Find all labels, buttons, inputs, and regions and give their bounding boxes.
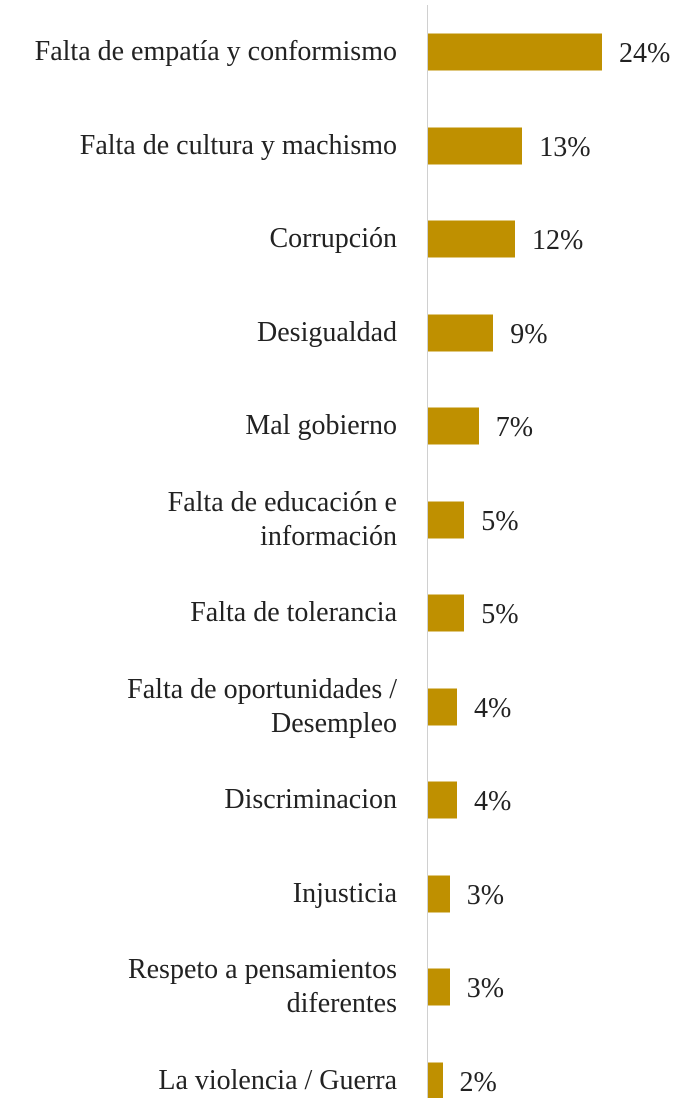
axis-line: [427, 5, 428, 1098]
category-label: Corrupción: [269, 223, 397, 254]
bar: [428, 220, 515, 258]
bar: [428, 33, 602, 71]
value-label: 3%: [466, 879, 505, 911]
category-label: Mal gobierno: [245, 410, 397, 441]
category-label: La violencia / Guerra: [158, 1064, 397, 1096]
category-label: Falta de empatía y conformismo: [34, 36, 397, 67]
value-label: 2%: [459, 1066, 497, 1098]
bar: [428, 501, 465, 538]
bar: [428, 875, 450, 912]
value-label: 5%: [481, 505, 519, 537]
value-label: 5%: [481, 599, 519, 630]
value-label: 7%: [495, 412, 534, 443]
bar: [428, 1062, 443, 1098]
bar: [428, 781, 457, 819]
bar: [428, 594, 465, 632]
category-label: Desigualdad: [257, 316, 397, 348]
bar: [428, 968, 450, 1006]
value-label: 9%: [510, 318, 548, 350]
value-label: 24%: [619, 38, 671, 69]
category-label: Injusticia: [292, 877, 397, 909]
value-label: 13%: [539, 131, 591, 163]
category-label: Respeto a pensamientos diferentes: [127, 954, 397, 1019]
category-label: Falta de oportunidades / Desempleo: [127, 673, 397, 739]
value-label: 12%: [532, 225, 584, 256]
category-label: Falta de educación e información: [167, 486, 397, 552]
category-label: Falta de cultura y machismo: [79, 129, 397, 161]
bar: [428, 127, 523, 164]
value-label: 4%: [474, 692, 512, 724]
value-label: 3%: [466, 973, 505, 1004]
value-label: 4%: [474, 786, 512, 817]
bar: [428, 688, 457, 725]
bar: [428, 314, 494, 351]
category-label: Falta de tolerancia: [190, 597, 397, 628]
bar: [428, 407, 479, 445]
category-label: Discriminacion: [224, 784, 397, 815]
